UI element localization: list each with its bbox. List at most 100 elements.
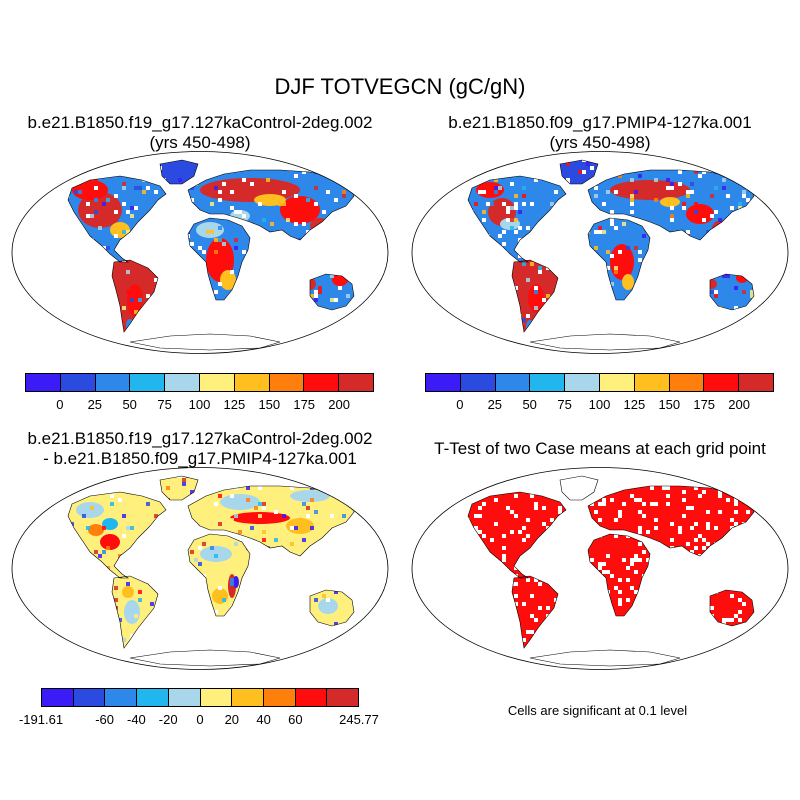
colorbar-pmip4-tick-label: 25 xyxy=(487,397,503,412)
panel1-title: b.e21.B1850.f19_g17.127kaControl-2deg.00… xyxy=(0,113,400,153)
colorbar-pmip4-tick-label: 75 xyxy=(557,397,572,412)
colorbar-difference-swatch xyxy=(105,689,138,706)
colorbar-pmip4 xyxy=(425,373,774,392)
panel2-title-line2: (yrs 450-498) xyxy=(549,133,651,152)
coastline xyxy=(587,169,755,241)
colorbar-difference-tick-label: -20 xyxy=(158,712,178,727)
coastline xyxy=(187,169,355,241)
colorbar-pmip4-swatch xyxy=(460,374,496,391)
colorbar-difference-swatch xyxy=(200,689,233,706)
coastline xyxy=(559,475,599,501)
coastline xyxy=(159,475,199,501)
coastline xyxy=(709,273,755,311)
coastline xyxy=(67,175,167,263)
colorbar-pmip4-swatch xyxy=(426,374,461,391)
colorbar-difference-swatch xyxy=(295,689,328,706)
panel3-title-line2: - b.e21.B1850.f09_g17.PMIP4-127ka.001 xyxy=(43,449,357,468)
colorbar-pmip4-swatch xyxy=(495,374,531,391)
coastline xyxy=(511,259,559,333)
colorbar-pmip4-tick-label: 175 xyxy=(693,397,716,412)
colorbar-difference-tick-label: 40 xyxy=(256,712,271,727)
coastline xyxy=(187,217,251,301)
colorbar-control-swatch xyxy=(26,374,61,391)
panel3-title: b.e21.B1850.f19_g17.127kaControl-2deg.00… xyxy=(0,429,400,469)
colorbar-difference-tick-label: -40 xyxy=(126,712,146,727)
colorbar-difference-tick-label: 0 xyxy=(196,712,204,727)
coastline xyxy=(111,575,159,649)
colorbar-control-tick-label: 100 xyxy=(188,397,211,412)
colorbar-control xyxy=(25,373,374,392)
colorbar-control-swatch xyxy=(95,374,131,391)
colorbar-control-tick-label: 25 xyxy=(87,397,103,412)
colorbar-control-tick-label: 150 xyxy=(258,397,281,412)
colorbar-difference-swatch xyxy=(73,689,106,706)
coastline xyxy=(467,491,567,579)
colorbar-difference-swatch xyxy=(42,689,74,706)
panel1-title-line1: b.e21.B1850.f19_g17.127kaControl-2deg.00… xyxy=(27,113,373,132)
map-panel-pmip4 xyxy=(411,151,789,354)
colorbar-pmip4-tick-label: 50 xyxy=(522,397,537,412)
colorbar-pmip4-tick-label: 0 xyxy=(456,397,464,412)
colorbar-control-swatch xyxy=(339,374,373,391)
coastline xyxy=(709,589,755,627)
colorbar-control-tick-label: 200 xyxy=(328,397,350,412)
colorbar-control-swatch xyxy=(130,374,166,391)
coastline xyxy=(587,217,651,301)
map-panel-ttest xyxy=(411,467,789,670)
colorbar-pmip4-swatch xyxy=(704,374,740,391)
colorbar-pmip4-swatch xyxy=(530,374,566,391)
panel3-title-line1: b.e21.B1850.f19_g17.127kaControl-2deg.00… xyxy=(27,429,373,448)
coastline xyxy=(529,649,681,667)
coastline xyxy=(559,159,599,185)
coastline xyxy=(587,485,755,557)
colorbar-difference-swatch xyxy=(137,689,169,706)
colorbar-difference-tick-label: 245.77 xyxy=(339,712,379,727)
panel4-title-line1: T-Test of two Case means at each grid po… xyxy=(434,439,766,458)
coastline xyxy=(67,491,167,579)
colorbar-pmip4-swatch xyxy=(739,374,773,391)
coastline xyxy=(187,485,355,557)
colorbar-control-tick-label: 0 xyxy=(56,397,64,412)
colorbar-difference-swatch xyxy=(327,689,359,706)
coastline xyxy=(129,649,281,667)
colorbar-difference xyxy=(41,688,359,707)
map-border xyxy=(411,151,789,354)
colorbar-control-tick-label: 75 xyxy=(157,397,172,412)
colorbar-control-swatch xyxy=(165,374,200,391)
colorbar-pmip4-swatch xyxy=(565,374,600,391)
colorbar-difference-swatch xyxy=(168,689,201,706)
coastline xyxy=(587,533,651,617)
colorbar-control-tick-label: 50 xyxy=(122,397,137,412)
coastline xyxy=(111,259,159,333)
coastline xyxy=(309,589,355,627)
coastline xyxy=(309,273,355,311)
panel2-title-line1: b.e21.B1850.f09_g17.PMIP4-127ka.001 xyxy=(448,113,752,132)
colorbar-difference-tick-label: -60 xyxy=(95,712,114,727)
colorbar-difference-swatch xyxy=(263,689,296,706)
page-title: DJF TOTVEGCN (gC/gN) xyxy=(274,74,526,99)
colorbar-control-swatch xyxy=(60,374,96,391)
colorbar-pmip4-tick-label: 200 xyxy=(728,397,750,412)
map-border xyxy=(411,467,789,670)
coastline xyxy=(187,533,251,617)
panel2-title: b.e21.B1850.f09_g17.PMIP4-127ka.001 (yrs… xyxy=(400,113,800,153)
map-border xyxy=(11,151,389,354)
colorbar-difference-swatch xyxy=(232,689,264,706)
colorbar-difference-tick-label: 20 xyxy=(224,712,240,727)
map-panel-control xyxy=(11,151,389,354)
significance-note: Cells are significant at 0.1 level xyxy=(507,703,688,718)
map-panel-difference xyxy=(11,467,389,670)
panel4-title: T-Test of two Case means at each grid po… xyxy=(400,439,800,459)
colorbar-control-swatch xyxy=(199,374,235,391)
colorbar-pmip4-swatch xyxy=(599,374,635,391)
colorbar-control-swatch xyxy=(304,374,340,391)
colorbar-pmip4-tick-label: 150 xyxy=(658,397,681,412)
coastline xyxy=(467,175,567,263)
coastline xyxy=(529,333,681,351)
colorbar-control-swatch xyxy=(269,374,305,391)
coastline xyxy=(129,333,281,351)
coastline xyxy=(159,159,199,185)
colorbar-control-tick-label: 125 xyxy=(223,397,246,412)
colorbar-difference-tick-label: -191.61 xyxy=(18,712,64,727)
colorbar-difference-tick-label: 60 xyxy=(288,712,303,727)
